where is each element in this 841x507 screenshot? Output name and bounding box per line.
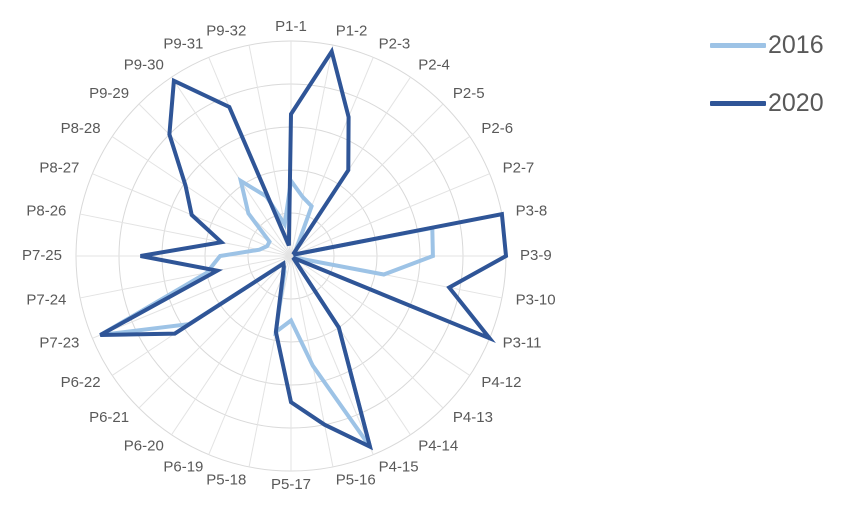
grid-spoke: [171, 76, 292, 257]
category-label: P9-29: [89, 85, 129, 102]
category-label: P3-8: [516, 202, 548, 219]
category-label: P4-12: [481, 374, 521, 391]
category-label: P5-16: [336, 472, 376, 489]
category-label: P2-4: [418, 57, 450, 74]
category-label: P1-1: [275, 18, 307, 35]
grid-spoke: [208, 255, 292, 455]
category-label: P5-17: [271, 476, 311, 493]
series-lines: [99, 46, 509, 451]
category-label: P9-30: [124, 57, 164, 74]
grid-spoke: [248, 255, 292, 467]
legend-item-2020: 2020: [710, 74, 824, 132]
category-labels: P1-1 P1-2 P2-3 P2-4P2-5 P2-6 P2-7 P3-8 P3-9 P3-1…: [22, 18, 556, 493]
category-label: P4-13: [453, 409, 493, 426]
category-label: P1-2: [336, 22, 368, 39]
category-label: P2-7: [503, 159, 535, 176]
category-label: P4-14: [418, 437, 458, 454]
category-label: P2-5: [453, 85, 485, 102]
grid-spoke: [290, 173, 490, 257]
grid-spoke: [290, 136, 471, 257]
series-line-2020: [99, 46, 509, 451]
category-label: P9-31: [163, 35, 203, 52]
grid-spoke: [290, 255, 444, 409]
legend-item-2016: 2016: [710, 16, 824, 74]
grid-spoke: [80, 255, 292, 299]
category-label: P3-9: [520, 247, 552, 264]
grid-spoke: [290, 45, 334, 257]
grid-spoke: [92, 255, 292, 339]
category-label: P6-21: [89, 409, 129, 426]
grid-spoke: [171, 255, 292, 436]
category-label: P8-26: [26, 202, 66, 219]
category-label: P2-3: [379, 35, 411, 52]
category-label: P8-27: [39, 159, 79, 176]
category-label: P7-24: [26, 292, 66, 309]
legend: 2016 2020: [710, 16, 824, 132]
grid-spoke: [290, 255, 471, 376]
category-label: P5-18: [206, 472, 246, 489]
legend-label-2020: 2020: [768, 88, 824, 117]
grid-spoke: [111, 136, 292, 257]
grid-spoke: [138, 103, 292, 257]
category-label: P4-15: [379, 459, 419, 476]
category-label: P8-28: [61, 120, 101, 137]
category-label: P6-22: [61, 374, 101, 391]
category-label: P3-10: [516, 292, 556, 309]
category-label: P3-11: [503, 335, 542, 352]
category-label: P6-20: [124, 437, 164, 454]
category-label: P7-23: [39, 335, 79, 352]
grid-spoke: [290, 103, 444, 257]
category-label: P7-25: [22, 247, 62, 264]
category-label: P6-19: [163, 459, 203, 476]
category-label: P9-32: [206, 22, 246, 39]
grid-spoke: [290, 255, 374, 455]
legend-swatch-2016: [710, 42, 766, 48]
grid-spoke: [138, 255, 292, 409]
legend-swatch-2020: [710, 100, 766, 106]
category-label: P2-6: [481, 120, 513, 137]
legend-label-2016: 2016: [768, 30, 824, 59]
